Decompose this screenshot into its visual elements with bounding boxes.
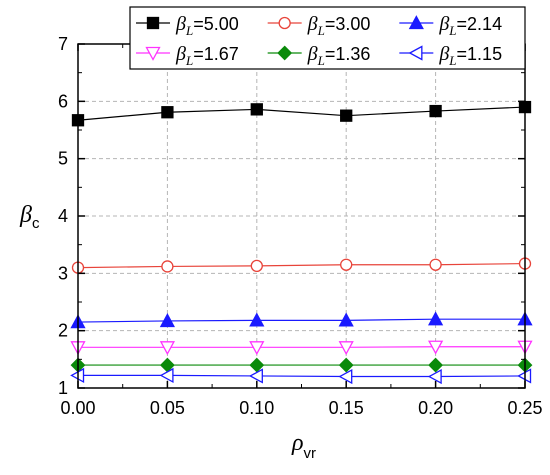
legend-marker — [278, 16, 291, 30]
data-point — [249, 312, 265, 327]
legend-marker — [277, 45, 293, 61]
x-tick-label: 0.00 — [60, 398, 95, 418]
legend-label-value: =1.15 — [457, 44, 503, 64]
y-tick-label: 3 — [58, 263, 68, 283]
data-point — [429, 104, 442, 118]
legend-label-subscript: L — [185, 23, 193, 38]
y-axis-title: βc — [19, 202, 40, 232]
series-5 — [70, 367, 532, 385]
legend-label-symbol: β — [438, 43, 449, 65]
legend-marker — [146, 16, 160, 30]
legend-entry: βL=1.67 — [136, 43, 239, 68]
y-tick-label: 6 — [58, 91, 68, 111]
legend-marker — [408, 45, 423, 61]
data-point — [340, 109, 353, 122]
x-axis-title-symbol: ρ — [291, 430, 304, 456]
y-tick-label: 5 — [58, 149, 68, 169]
data-point — [250, 259, 263, 273]
series-0 — [71, 100, 532, 127]
y-tick-label: 2 — [58, 321, 68, 341]
legend-label-symbol: β — [175, 13, 186, 35]
legend-label-value: =5.00 — [193, 14, 239, 34]
legend-label-value: =1.36 — [325, 44, 371, 64]
legend-label-value: =3.00 — [325, 14, 371, 34]
data-point — [159, 367, 174, 383]
legend-label: βL=1.36 — [307, 43, 371, 68]
x-tick-label: 0.15 — [329, 398, 364, 418]
legend-label: βL=1.15 — [438, 43, 502, 68]
series-2 — [70, 311, 533, 329]
series-line — [77, 106, 526, 121]
legend-marker — [408, 15, 424, 30]
x-tick-label: 0.25 — [507, 398, 542, 418]
data-point — [338, 368, 353, 385]
data-point — [161, 106, 174, 119]
y-tick-label: 4 — [58, 206, 68, 226]
legend-marker — [145, 46, 161, 61]
y-axis-title-symbol: β — [19, 202, 32, 228]
legend-label-symbol: β — [438, 13, 449, 35]
grid-layer — [78, 44, 525, 388]
legend-label: βL=1.67 — [175, 43, 239, 68]
data-point — [159, 341, 175, 356]
data-point — [249, 357, 265, 373]
data-point — [338, 312, 354, 327]
series-line — [77, 262, 526, 269]
data-point — [429, 258, 442, 271]
data-point — [340, 258, 353, 271]
x-tick-label: 0.05 — [150, 398, 185, 418]
legend-label-value: =2.14 — [457, 14, 503, 34]
y-tick-label: 7 — [58, 34, 68, 54]
legend-label-subscript: L — [448, 53, 456, 68]
x-axis-title-subscript: vr — [304, 445, 317, 462]
data-point — [428, 340, 444, 355]
x-axis-title: ρvr — [291, 430, 316, 462]
data-point — [338, 357, 354, 373]
legend-label: βL=2.14 — [438, 13, 502, 38]
legend-entry: βL=3.00 — [267, 13, 371, 38]
data-point — [250, 103, 263, 116]
legend-entry: βL=1.15 — [399, 43, 502, 68]
legend-label: βL=3.00 — [307, 13, 371, 38]
legend-label-subscript: L — [448, 23, 456, 38]
series-line — [78, 374, 526, 378]
data-point — [428, 357, 444, 373]
legend-entry: βL=1.36 — [267, 43, 371, 68]
y-axis-title-subscript: c — [32, 215, 40, 232]
axes-layer: 1 2 3 4 5 6 7 0.00 0.05 0.10 0.15 0.20 0.25 — [58, 34, 543, 418]
y-tick-label: 1 — [58, 378, 68, 398]
legend-box — [129, 6, 526, 70]
x-tick-label: 0.20 — [418, 398, 453, 418]
legend-label-subscript: L — [185, 53, 193, 68]
data-point — [159, 313, 175, 328]
legend-label-subscript: L — [317, 53, 325, 68]
legend-entry: βL=5.00 — [136, 13, 239, 38]
data-point — [249, 341, 265, 356]
legend-label: βL=5.00 — [175, 13, 239, 38]
legend-label-value: =1.67 — [193, 44, 239, 64]
data-point — [161, 260, 174, 273]
x-tick-label: 0.10 — [239, 398, 274, 418]
series-layer — [70, 100, 533, 385]
data-point — [428, 311, 444, 326]
series-line — [77, 318, 525, 323]
data-point — [338, 341, 354, 356]
data-point — [248, 368, 263, 384]
series-1 — [71, 257, 532, 274]
legend-label-symbol: β — [307, 13, 318, 35]
series-3 — [70, 340, 533, 356]
legend-entry: βL=2.14 — [399, 13, 502, 38]
legend-label-subscript: L — [317, 23, 325, 38]
series-line — [78, 346, 525, 348]
legend-label-symbol: β — [175, 43, 186, 65]
series-4 — [70, 357, 533, 373]
legend-label-symbol: β — [307, 43, 318, 65]
data-point — [427, 368, 442, 385]
